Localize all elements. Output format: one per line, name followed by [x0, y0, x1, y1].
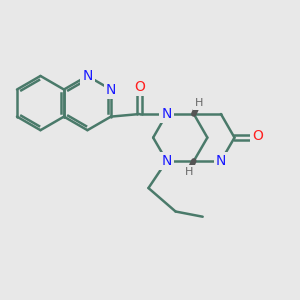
Text: H: H: [184, 167, 193, 177]
Text: N: N: [216, 154, 226, 168]
Text: N: N: [161, 107, 172, 121]
Text: N: N: [106, 82, 116, 97]
Text: N: N: [82, 69, 93, 83]
Text: H: H: [195, 98, 203, 107]
Text: N: N: [161, 154, 172, 168]
Text: O: O: [253, 129, 263, 143]
Text: O: O: [134, 80, 145, 94]
